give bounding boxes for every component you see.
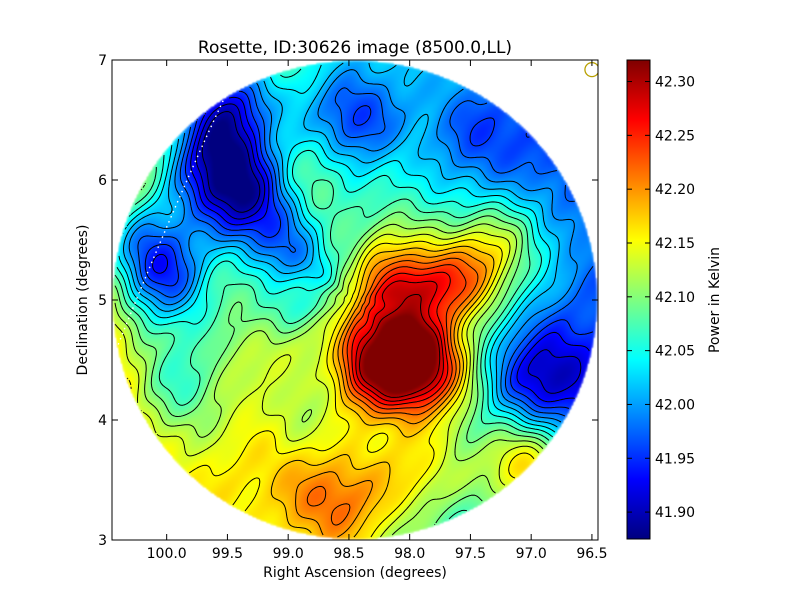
colorbar-tick-label: 42.25 (655, 128, 695, 144)
colorbar (627, 60, 650, 539)
colorbar-tick-label: 42.15 (655, 236, 695, 252)
heatmap-area (112, 60, 598, 540)
colorbar-tick-label: 42.05 (655, 344, 695, 360)
contour-level-0 (201, 111, 261, 213)
axis-ticks: 100.0 99.5 99.0 98.5 98.0 97.5 97.0 96.5 3 4 5 6 7 (98, 53, 607, 562)
y-axis-label: Declination (degrees) (75, 225, 91, 376)
x-tick-label: 97.0 (516, 546, 547, 562)
colorbar-tick-label: 42.00 (655, 397, 695, 413)
y-tick-label: 3 (98, 533, 107, 549)
contour-level-13 (126, 239, 535, 538)
heatmap-image (112, 60, 598, 540)
colorbar-label: Power in Kelvin (707, 247, 723, 353)
colorbar-tick-label: 42.30 (655, 75, 695, 91)
contour-level-6 (123, 62, 560, 428)
y-tick-label: 6 (98, 173, 107, 189)
colorbar-tick-label: 41.90 (655, 505, 695, 521)
y-tick-label: 4 (98, 413, 107, 429)
contour-level-12 (114, 231, 540, 538)
x-axis-label: Right Ascension (degrees) (263, 565, 447, 581)
contour-level-14 (270, 245, 495, 538)
x-tick-label: 96.5 (576, 546, 607, 562)
contour-level-10 (114, 182, 548, 526)
contour-level-11 (114, 223, 544, 536)
contour-level-17 (346, 264, 467, 410)
x-tick-label: 98.0 (394, 546, 425, 562)
contour-level-19 (355, 280, 444, 402)
contour-level-4 (137, 86, 594, 417)
x-tick-label: 98.5 (333, 546, 364, 562)
contour-level-16 (306, 257, 479, 526)
y-tick-label: 7 (98, 53, 107, 69)
colorbar-tick-label: 42.20 (655, 182, 695, 198)
x-tick-label: 97.5 (455, 546, 486, 562)
contour-level-20 (359, 294, 441, 398)
x-tick-label: 100.0 (147, 546, 187, 562)
contour-level-7 (118, 64, 556, 433)
contour-level-18 (351, 271, 451, 406)
y-tick-label: 5 (98, 293, 107, 309)
chart-title: Rosette, ID:30626 image (8500.0,LL) (198, 38, 512, 58)
contour-level-5 (128, 69, 578, 423)
contour-level-8 (116, 68, 554, 438)
contour-level-15 (295, 251, 487, 538)
colorbar-ticks: 41.90 41.95 42.00 42.05 42.10 42.15 42.20 42.25… (627, 75, 695, 521)
contour-level-1 (195, 103, 582, 394)
contour-level-2 (152, 96, 590, 403)
contour-level-9 (114, 167, 550, 520)
colorbar-frame (626, 59, 651, 540)
contour-lines (114, 62, 594, 538)
colorbar-tick-label: 41.95 (655, 451, 695, 467)
x-tick-label: 99.0 (273, 546, 304, 562)
colorbar-tick-label: 42.10 (655, 290, 695, 306)
x-tick-label: 99.5 (212, 546, 243, 562)
contour-level-3 (144, 90, 594, 409)
